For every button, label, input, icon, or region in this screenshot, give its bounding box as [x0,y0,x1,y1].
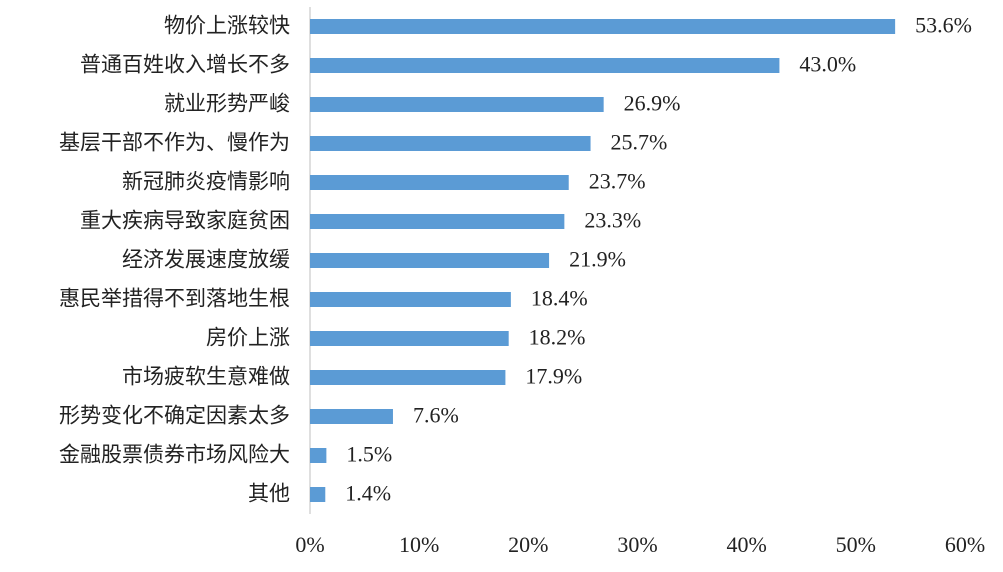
data-label: 18.4% [531,286,588,311]
bar [310,136,591,151]
y-tick-label: 金融股票债券市场风险大 [59,443,290,467]
x-tick-label: 40% [727,532,767,557]
y-tick-label: 市场疲软生意难做 [122,365,290,389]
data-label: 43.0% [799,52,856,77]
data-label: 53.6% [915,13,972,38]
data-label: 18.2% [529,325,586,350]
x-tick-label: 30% [617,532,657,557]
bar [310,487,326,502]
bar [310,370,506,385]
bar [310,19,896,34]
data-label: 7.6% [413,403,459,428]
data-label: 23.3% [584,208,641,233]
bar [310,409,393,424]
y-tick-label: 基层干部不作为、慢作为 [59,131,290,155]
bar [310,175,569,190]
y-tick-label: 新冠肺炎疫情影响 [122,170,290,194]
y-tick-label: 惠民举措得不到落地生根 [59,287,290,311]
data-label: 26.9% [624,91,681,116]
bar [310,58,780,73]
y-tick-label: 房价上涨 [206,326,290,350]
data-label: 1.5% [346,442,392,467]
x-tick-label: 60% [945,532,985,557]
y-tick-label: 其他 [248,482,290,506]
data-label: 17.9% [525,364,582,389]
bar [310,292,511,307]
y-tick-label: 普通百姓收入增长不多 [80,53,290,77]
y-tick-label: 经济发展速度放缓 [122,248,290,272]
bar [310,97,604,112]
data-label: 25.7% [611,130,668,155]
bar [310,253,550,268]
x-tick-label: 20% [508,532,548,557]
bar [310,214,565,229]
data-label: 1.4% [345,481,391,506]
data-label: 23.7% [589,169,646,194]
bar [310,331,509,346]
y-tick-label: 物价上涨较快 [164,14,290,38]
bar [310,448,327,463]
y-tick-label: 形势变化不确定因素太多 [59,404,290,428]
y-tick-label: 重大疾病导致家庭贫困 [80,209,290,233]
x-tick-label: 0% [295,532,324,557]
data-label: 21.9% [569,247,626,272]
x-tick-label: 50% [836,532,876,557]
x-tick-label: 10% [399,532,439,557]
y-tick-label: 就业形势严峻 [164,92,290,116]
